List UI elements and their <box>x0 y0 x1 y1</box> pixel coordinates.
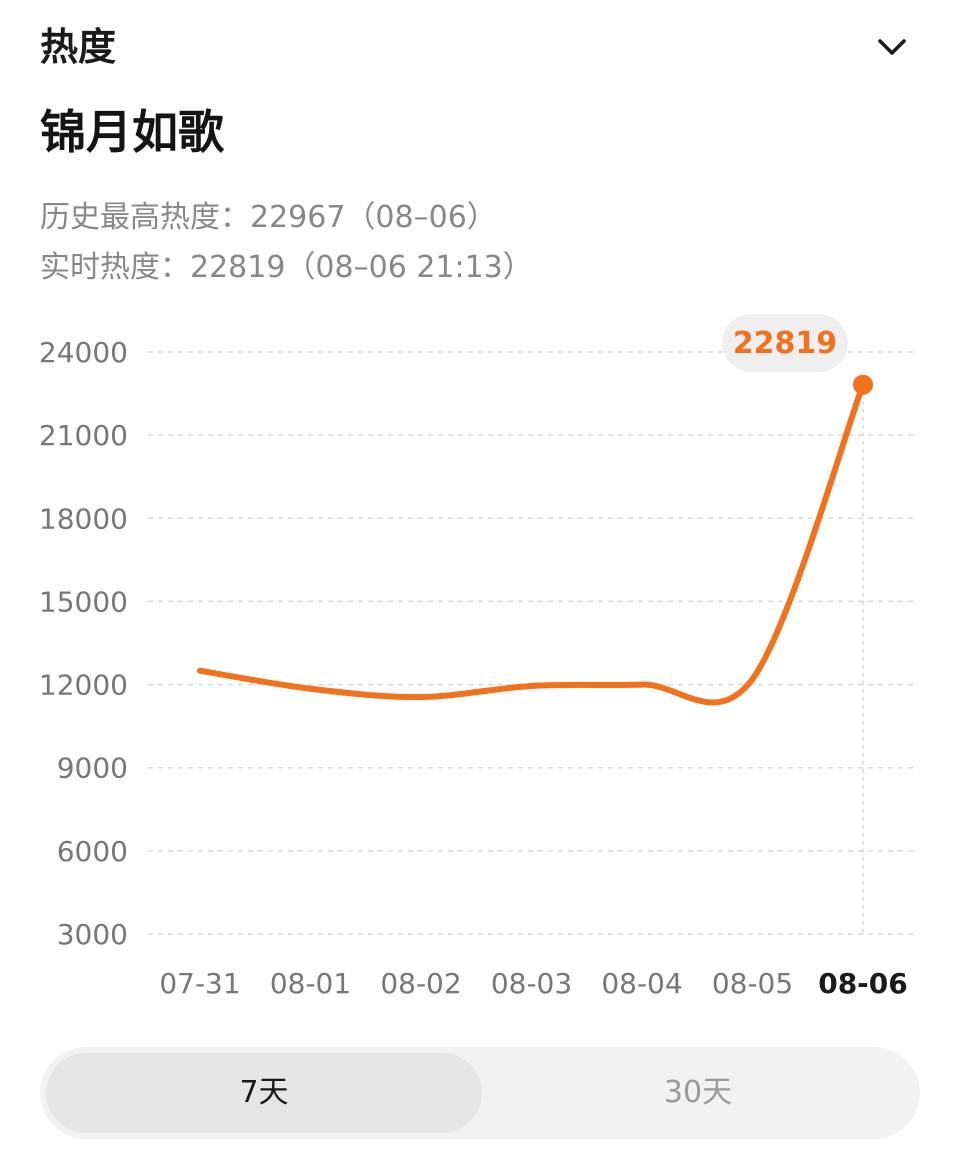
x-tick-label: 08-05 <box>712 967 793 1000</box>
history-peak-text: 历史最高热度：22967（08–06） <box>40 200 497 235</box>
y-tick-label: 18000 <box>39 502 128 535</box>
value-bubble <box>722 314 848 372</box>
y-tick-label: 24000 <box>39 336 128 369</box>
x-tick-label: 08-02 <box>380 967 461 1000</box>
range-toggle: 7天 30天 <box>40 1047 920 1139</box>
y-tick-label: 15000 <box>39 585 128 618</box>
y-tick-label: 21000 <box>39 419 128 452</box>
show-title: 锦月如歌 <box>40 105 224 159</box>
x-tick-label: 07-31 <box>159 967 240 1000</box>
x-tick-label: 08-04 <box>601 967 682 1000</box>
y-tick-label: 6000 <box>57 835 128 868</box>
page-title: 热度 <box>40 25 117 69</box>
series-line <box>197 381 866 706</box>
heat-line-chart: 24000 21000 18000 15000 12000 9000 6000 3000 07-… <box>39 314 915 1000</box>
value-bubble-label: 22819 <box>733 326 837 361</box>
chevron-down-icon[interactable] <box>872 28 912 68</box>
range-option-7d[interactable]: 7天 <box>46 1053 482 1133</box>
y-tick-label: 3000 <box>57 918 128 951</box>
highlight-point <box>853 374 873 395</box>
range-option-30d[interactable]: 30天 <box>663 1075 733 1110</box>
header: 热度 <box>40 22 920 72</box>
y-tick-label: 12000 <box>39 669 128 702</box>
realtime-heat-text: 实时热度：22819（08–06 21:13） <box>40 250 533 285</box>
x-tick-label: 08-06 <box>818 967 908 1000</box>
x-tick-label: 08-01 <box>270 967 351 1000</box>
y-tick-label: 9000 <box>57 752 128 785</box>
x-tick-label: 08-03 <box>491 967 572 1000</box>
